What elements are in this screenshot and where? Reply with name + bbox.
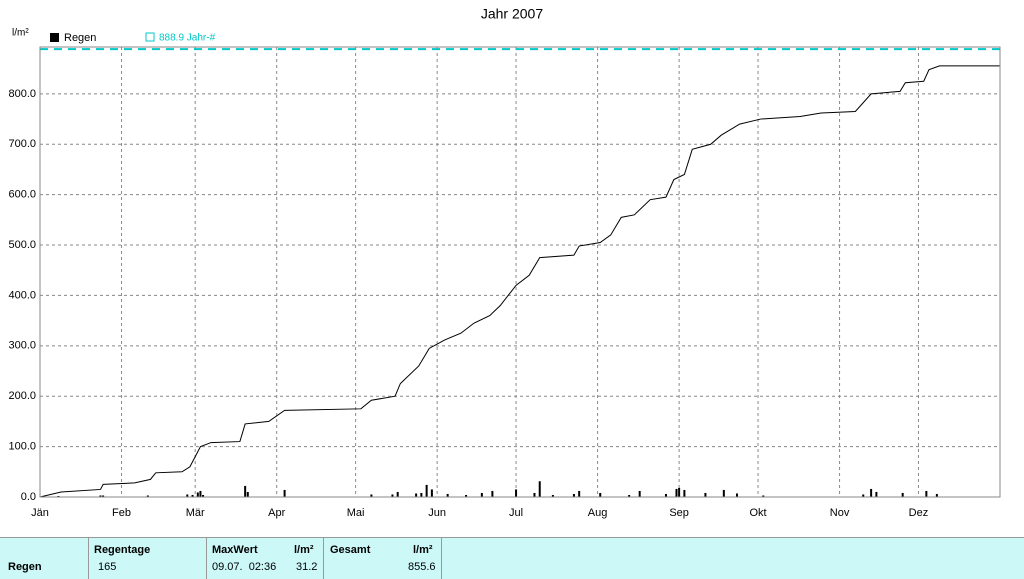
rain-bar xyxy=(628,494,631,497)
rain-bar xyxy=(283,489,286,497)
cell: 165 xyxy=(98,561,117,573)
x-tick-label: Aug xyxy=(588,507,608,519)
header: Regentage xyxy=(94,544,151,556)
rain-bar xyxy=(572,493,575,497)
rain-bar xyxy=(675,488,678,497)
separator xyxy=(441,538,442,579)
rain-bar xyxy=(551,494,554,497)
x-tick-label: Mai xyxy=(347,507,365,519)
rain-bar xyxy=(244,485,247,497)
rain-bar xyxy=(735,493,738,497)
x-tick-label: Nov xyxy=(830,507,850,519)
cell: 31.2 xyxy=(296,561,318,573)
y-tick-label: 0.0 xyxy=(21,491,36,503)
row-label: Regen xyxy=(8,561,42,573)
rain-bar xyxy=(722,489,725,497)
cell: 855.6 xyxy=(408,561,436,573)
rain-bar xyxy=(875,491,878,497)
header: l/m² xyxy=(294,544,314,556)
rain-bar xyxy=(446,493,449,497)
x-tick-label: Okt xyxy=(749,507,766,519)
rain-bar xyxy=(515,489,518,497)
rain-bar xyxy=(870,488,873,497)
legend-swatch xyxy=(145,32,155,42)
rain-bar xyxy=(415,493,418,497)
rain-bar xyxy=(396,491,399,497)
rain-bar xyxy=(533,492,536,497)
rain-bar xyxy=(862,494,865,497)
rain-bar xyxy=(202,494,205,497)
chart-title: Jahr 2007 xyxy=(481,6,543,22)
rain-bar xyxy=(935,493,938,497)
y-tick-label: 100.0 xyxy=(8,441,36,453)
rain-bar xyxy=(420,492,423,497)
rain-bar xyxy=(480,492,483,497)
rain-bar xyxy=(762,495,765,497)
header: l/m² xyxy=(413,544,433,556)
y-axis-label: l/m² xyxy=(12,28,29,39)
x-tick-label: Jän xyxy=(31,507,49,519)
rain-bar xyxy=(246,491,249,497)
rain-bar xyxy=(191,494,194,497)
cumulative-line xyxy=(39,65,1000,498)
rain-bar xyxy=(491,490,494,497)
y-tick-label: 700.0 xyxy=(8,138,36,150)
x-tick-label: Sep xyxy=(669,507,689,519)
rain-bar xyxy=(678,487,681,497)
separator xyxy=(88,538,89,579)
x-tick-label: Mär xyxy=(186,507,205,519)
rain-bar xyxy=(186,494,189,497)
chart: Jahr 2007 l/m² Regen 888.9 Jahr-# 0.0 100… xyxy=(8,6,1001,519)
x-tick-label: Feb xyxy=(112,507,131,519)
rain-bar xyxy=(664,493,667,497)
rain-bar xyxy=(901,492,904,497)
x-tick-label: Jul xyxy=(509,507,523,519)
stats-table: Regentage MaxWert l/m² Gesamt l/m² Regen… xyxy=(0,537,1024,579)
rain-bar xyxy=(199,490,202,497)
y-tick-label: 300.0 xyxy=(8,340,36,352)
separator xyxy=(323,538,324,579)
rain-bar xyxy=(538,481,541,497)
rain-bar xyxy=(599,492,602,497)
y-tick-label: 600.0 xyxy=(8,189,36,201)
rain-bar xyxy=(391,494,394,497)
rain-bar xyxy=(578,490,581,497)
rain-bar xyxy=(99,495,102,497)
rain-bar xyxy=(683,489,686,497)
rain-bar xyxy=(925,490,928,497)
plot-border xyxy=(39,46,1001,498)
separator xyxy=(206,538,207,579)
header: Gesamt xyxy=(330,544,371,556)
y-tick-label: 500.0 xyxy=(8,239,36,251)
x-tick-label: Apr xyxy=(268,507,285,519)
rain-bar xyxy=(102,495,105,497)
cell: 09.07. 02:36 xyxy=(212,561,277,573)
legend-label: Regen xyxy=(64,32,96,44)
y-tick-label: 200.0 xyxy=(8,390,36,402)
rain-bar xyxy=(465,494,468,497)
rain-bar xyxy=(370,494,373,497)
rain-bar xyxy=(638,490,641,497)
rain-bar xyxy=(430,489,433,497)
rain-bar xyxy=(704,492,707,497)
y-tick-label: 800.0 xyxy=(8,88,36,100)
rain-bar xyxy=(196,492,199,497)
legend-label: 888.9 Jahr-# xyxy=(159,33,216,44)
rain-bar xyxy=(425,484,428,497)
x-tick-label: Jun xyxy=(428,507,446,519)
legend-swatch xyxy=(50,33,59,42)
rain-bar xyxy=(57,495,60,497)
plot: 0.0 100.0 200.0 300.0 400.0 500.0 600.0 700.0 80… xyxy=(8,47,1000,519)
header: MaxWert xyxy=(212,544,258,556)
rain-bar xyxy=(146,495,149,497)
x-tick-label: Dez xyxy=(909,507,929,519)
y-tick-label: 400.0 xyxy=(8,289,36,301)
